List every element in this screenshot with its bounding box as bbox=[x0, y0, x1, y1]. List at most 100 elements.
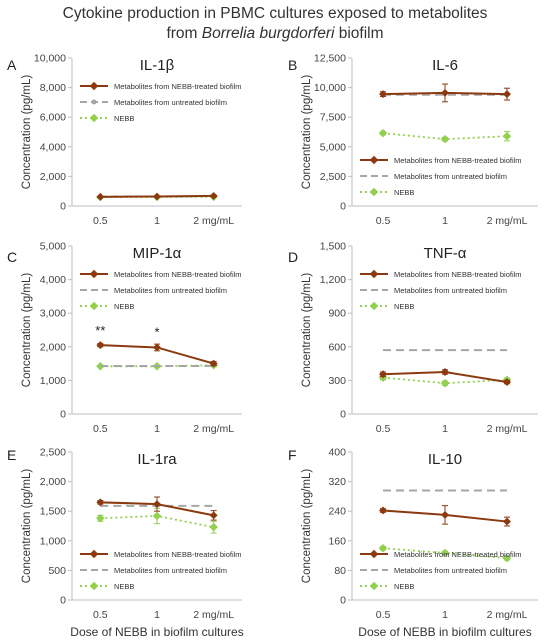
legend-marker-treated bbox=[369, 155, 379, 165]
y-tick-label: 1,500 bbox=[40, 506, 66, 518]
figure-title-line2: from Borrelia burgdorferi biofilm bbox=[0, 24, 550, 44]
x-tick-label: 1 bbox=[154, 423, 160, 435]
legend-label-nebb: NEBB bbox=[394, 582, 414, 591]
legend-label-treated: Metabolites from NEBB-treated biofilm bbox=[394, 270, 522, 279]
y-tick-label: 10,000 bbox=[314, 82, 346, 94]
legend: Metabolites from NEBB-treated biofilm Met… bbox=[360, 549, 522, 591]
data-point-treated bbox=[379, 506, 387, 515]
data-point-treated bbox=[503, 90, 511, 99]
panel-letter: B bbox=[288, 57, 297, 73]
legend-label-untreated: Metabolites from untreated biofilm bbox=[114, 98, 227, 107]
y-tick-label: 4,000 bbox=[40, 141, 66, 153]
series-nebb bbox=[378, 128, 512, 144]
x-tick-label: 1 bbox=[442, 215, 448, 227]
y-tick-label: 0 bbox=[340, 409, 346, 421]
legend: Metabolites from NEBB-treated biofilm Met… bbox=[80, 81, 242, 123]
y-tick-label: 1,500 bbox=[320, 241, 346, 253]
y-axis-label: Concentration (pg/mL) bbox=[21, 75, 33, 190]
data-point-nebb bbox=[378, 543, 388, 553]
x-tick-label: 2 mg/mL bbox=[193, 423, 234, 435]
data-point-treated bbox=[96, 341, 105, 350]
data-point-treated bbox=[96, 192, 105, 201]
data-point-treated bbox=[153, 192, 161, 201]
x-tick-label: 0.5 bbox=[376, 609, 391, 621]
y-tick-label: 5,000 bbox=[40, 241, 66, 253]
legend-marker-treated bbox=[89, 269, 99, 279]
x-tick-label: 1 bbox=[154, 215, 160, 227]
legend-label-nebb: NEBB bbox=[394, 302, 414, 311]
data-point-nebb bbox=[152, 511, 162, 521]
y-axis-label: Concentration (pg/mL) bbox=[301, 273, 313, 388]
legend-marker-treated bbox=[89, 549, 99, 559]
y-tick-label: 2,500 bbox=[40, 447, 66, 459]
y-tick-label: 0 bbox=[60, 595, 66, 607]
data-point-nebb bbox=[209, 522, 218, 532]
data-point-treated bbox=[153, 343, 161, 352]
y-tick-label: 12,500 bbox=[314, 53, 346, 65]
legend-label-untreated: Metabolites from untreated biofilm bbox=[394, 172, 507, 181]
panel-letter: E bbox=[7, 447, 16, 463]
panel-title: IL-1ra bbox=[137, 451, 177, 468]
legend-label-untreated: Metabolites from untreated biofilm bbox=[394, 566, 507, 575]
y-tick-label: 300 bbox=[328, 375, 346, 387]
legend-marker-nebb bbox=[369, 581, 379, 591]
y-axis-label: Concentration (pg/mL) bbox=[21, 273, 33, 388]
x-tick-label: 1 bbox=[442, 423, 448, 435]
legend-label-treated: Metabolites from NEBB-treated biofilm bbox=[394, 156, 522, 165]
legend-marker-treated bbox=[369, 549, 379, 559]
y-tick-label: 2,000 bbox=[40, 171, 66, 183]
series-treated bbox=[379, 83, 511, 103]
data-point-nebb bbox=[502, 131, 512, 141]
x-tick-label: 0.5 bbox=[93, 215, 108, 227]
series-line-nebb bbox=[382, 376, 508, 385]
x-tick-label: 1 bbox=[442, 609, 448, 621]
series-treated bbox=[379, 368, 511, 387]
series-treated bbox=[379, 505, 511, 527]
x-tick-label: 2 mg/mL bbox=[487, 423, 528, 435]
legend-label-nebb: NEBB bbox=[114, 582, 134, 591]
y-tick-label: 7,500 bbox=[320, 112, 346, 124]
legend-label-treated: Metabolites from NEBB-treated biofilm bbox=[394, 550, 522, 559]
x-tick-label: 0.5 bbox=[376, 423, 391, 435]
significance-marker: ** bbox=[95, 323, 105, 338]
x-tick-label: 2 mg/mL bbox=[487, 215, 528, 227]
legend-label-treated: Metabolites from NEBB-treated biofilm bbox=[114, 270, 242, 279]
y-axis-label: Concentration (pg/mL) bbox=[301, 75, 313, 190]
data-point-nebb bbox=[440, 548, 450, 558]
y-tick-label: 4,000 bbox=[40, 274, 66, 286]
data-point-treated bbox=[209, 511, 218, 520]
data-point-treated bbox=[441, 368, 449, 376]
x-tick-label: 1 bbox=[154, 609, 160, 621]
significance-marker: * bbox=[154, 325, 159, 340]
data-point-nebb bbox=[440, 134, 450, 144]
y-tick-label: 900 bbox=[328, 308, 346, 320]
data-point-treated bbox=[503, 517, 511, 526]
data-point-treated bbox=[379, 370, 387, 379]
figure-title-line1: Cytokine production in PBMC cultures exp… bbox=[62, 5, 488, 22]
chart-panel-d: D TNF-α 0 300 600 900 1,200 1,500 0.5 1 2 mg/mL Con… bbox=[288, 241, 538, 435]
x-tick-label: 2 mg/mL bbox=[487, 609, 528, 621]
series-treated bbox=[96, 341, 218, 368]
y-axis-label: Concentration (pg/mL) bbox=[21, 469, 33, 584]
x-axis-label: Dose of NEBB in biofilm cultures bbox=[358, 625, 531, 639]
data-point-nebb bbox=[378, 128, 388, 138]
data-point-treated bbox=[503, 378, 511, 387]
chart-panel-e: E IL-1ra 0 500 1,000 1,500 2,000 2,500 0.5 1 2 mg/… bbox=[7, 447, 242, 621]
panel-title: TNF-α bbox=[424, 245, 467, 262]
chart-panel-b: B IL-6 0 2,500 5,000 7,500 10,000 12,500 0.5 1 2 m… bbox=[288, 53, 538, 227]
x-tick-label: 0.5 bbox=[376, 215, 391, 227]
figure-title-suffix: biofilm bbox=[334, 25, 384, 42]
y-tick-label: 1,000 bbox=[40, 535, 66, 547]
y-tick-label: 10,000 bbox=[34, 53, 66, 65]
legend-marker-treated bbox=[89, 81, 99, 91]
legend-label-untreated: Metabolites from untreated biofilm bbox=[114, 286, 227, 295]
chart-panel-a: A IL-1β 0 2,000 4,000 6,000 8,000 10,000 0.5 1 2 m… bbox=[7, 53, 242, 227]
y-tick-label: 0 bbox=[340, 201, 346, 213]
chart-panel-f: F IL-10 0 80 160 240 320 400 0.5 1 2 mg/mL Concentr… bbox=[288, 447, 538, 621]
series-line-nebb bbox=[382, 132, 508, 141]
y-tick-label: 80 bbox=[334, 565, 346, 577]
series-line-nebb bbox=[382, 547, 508, 560]
y-tick-label: 240 bbox=[328, 506, 346, 518]
legend-marker-untreated bbox=[91, 99, 97, 105]
